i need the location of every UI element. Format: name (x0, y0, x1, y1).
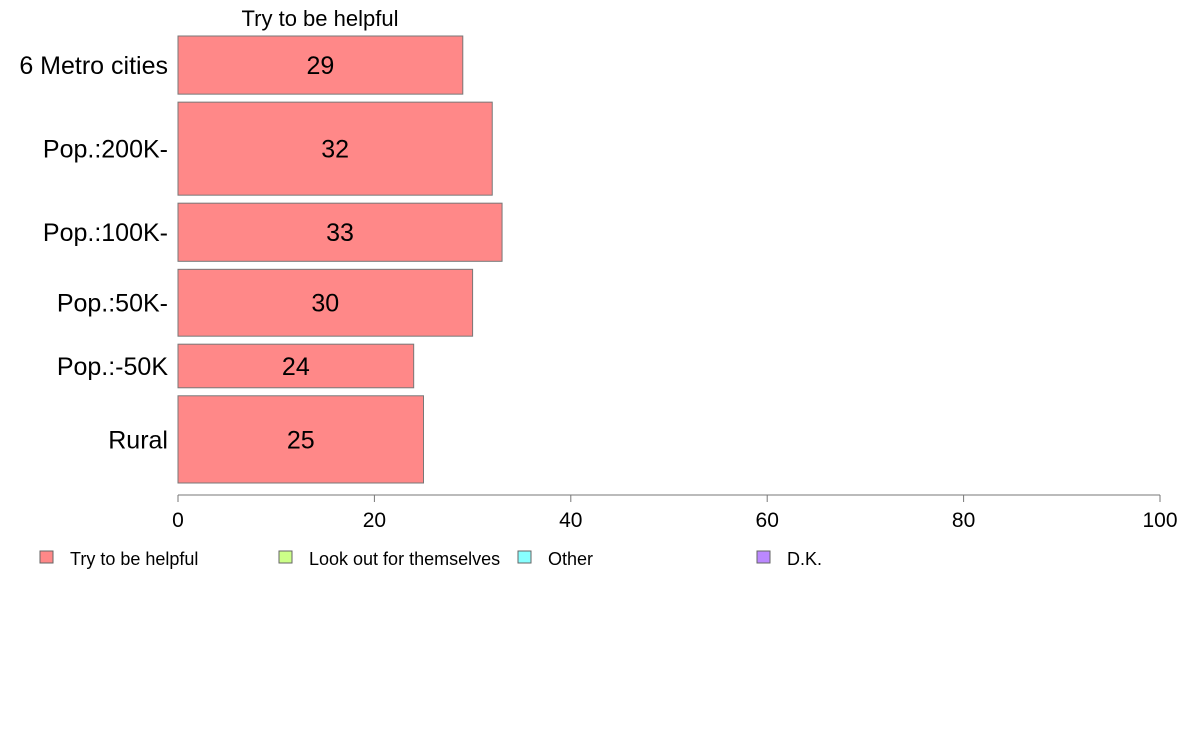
bar-value-label: 30 (311, 290, 339, 318)
x-tick-label: 100 (1142, 509, 1177, 532)
x-axis: 0 20 40 60 80 100 (172, 494, 1178, 532)
bar (177, 395, 424, 484)
bar-value-label: 29 (306, 52, 334, 80)
bar (177, 202, 503, 262)
legend-label: Try to be helpful (70, 549, 198, 569)
category-label: Pop.:-50K (57, 353, 169, 381)
bar (177, 343, 415, 389)
bar (177, 101, 493, 196)
category-label: Pop.:100K- (43, 219, 168, 247)
bar (177, 35, 464, 95)
legend-swatch (278, 550, 293, 564)
bar-value-label: 32 (321, 136, 349, 164)
x-tick-label: 60 (756, 509, 779, 532)
bar-value-label: 24 (282, 353, 310, 381)
bars-group: 29 6 Metro cities 32 Pop.:200K- 33 Pop.:100K-… (19, 35, 503, 484)
x-tick-label: 0 (172, 509, 184, 532)
category-label: Pop.:50K- (57, 290, 168, 318)
legend-swatch (39, 550, 54, 564)
x-tick-label: 20 (363, 509, 386, 532)
category-label: Pop.:200K- (43, 136, 168, 164)
x-tick-label: 40 (559, 509, 582, 532)
category-label: 6 Metro cities (19, 52, 168, 80)
category-label: Rural (108, 426, 168, 454)
legend: Try to be helpful Look out for themselves… (39, 549, 822, 569)
legend-label: Other (548, 549, 593, 569)
legend-swatch (756, 550, 771, 564)
legend-label: Look out for themselves (309, 549, 500, 569)
bar (177, 268, 474, 337)
legend-swatch (517, 550, 532, 564)
legend-label: D.K. (787, 549, 822, 569)
x-tick-label: 80 (952, 509, 975, 532)
bar-value-label: 33 (326, 219, 354, 247)
bar-value-label: 25 (287, 426, 315, 454)
chart-title: Try to be helpful (242, 6, 399, 31)
